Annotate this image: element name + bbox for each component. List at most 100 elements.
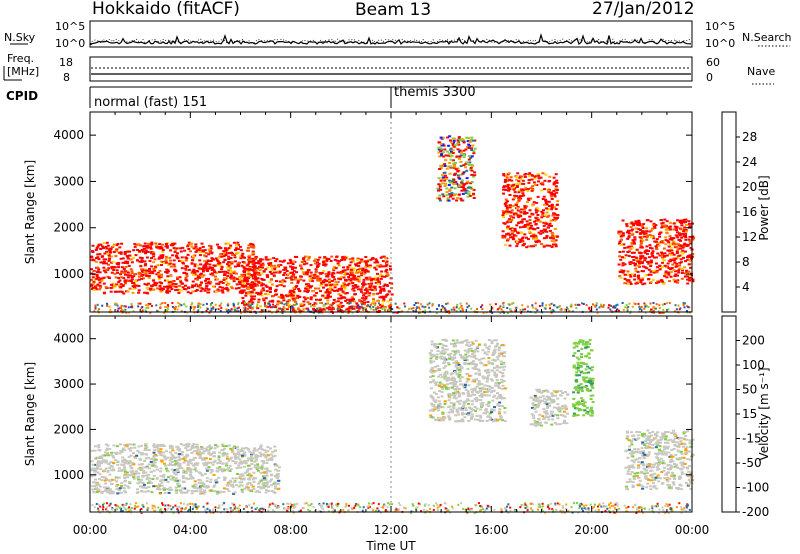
echo-cell — [470, 147, 474, 150]
echo-cell — [468, 304, 470, 307]
echo-cell — [464, 148, 468, 151]
echo-cell — [350, 270, 353, 273]
echo-cell — [355, 278, 359, 281]
echo-cell — [192, 306, 195, 309]
echo-cell — [186, 489, 190, 492]
echo-cell — [160, 460, 164, 463]
echo-cell — [158, 288, 162, 291]
echo-cell — [369, 284, 372, 287]
echo-cell — [322, 280, 326, 283]
echo-cell — [213, 459, 217, 462]
echo-cell — [180, 267, 184, 270]
echo-cell — [104, 443, 108, 446]
echo-cell — [310, 274, 314, 277]
echo-cell — [261, 485, 265, 488]
echo-cell — [335, 259, 339, 262]
echo-cell — [684, 238, 688, 241]
echo-cell — [215, 271, 219, 274]
echo-cell — [257, 482, 260, 485]
echo-cell — [509, 236, 513, 239]
echo-cell — [229, 257, 233, 259]
echo-cell — [662, 259, 666, 262]
echo-cell — [385, 268, 389, 271]
echo-cell — [532, 236, 536, 239]
echo-cell — [340, 287, 343, 290]
echo-cell — [214, 479, 217, 482]
echo-cell — [128, 274, 132, 277]
echo-cell — [106, 244, 110, 247]
echo-cell — [544, 202, 548, 205]
echo-cell — [137, 302, 140, 305]
echo-cell — [117, 262, 121, 264]
echo-cell — [285, 308, 289, 311]
echo-cell — [242, 270, 246, 273]
echo-cell — [440, 174, 444, 177]
echo-cell — [164, 243, 168, 245]
echo-cell — [531, 185, 535, 188]
echo-cell — [639, 251, 643, 254]
echo-cell — [504, 189, 508, 191]
echo-cell — [153, 461, 157, 464]
echo-cell — [227, 444, 231, 447]
echo-cell — [536, 309, 539, 312]
echo-cell — [181, 457, 185, 460]
echo-cell — [143, 460, 147, 462]
echo-cell — [286, 262, 290, 265]
echo-cell — [242, 460, 246, 463]
echo-cell — [158, 483, 161, 486]
echo-cell — [687, 274, 691, 277]
echo-cell — [256, 465, 260, 468]
echo-cell — [472, 152, 476, 155]
echo-cell — [143, 260, 147, 263]
echo-cell — [252, 267, 256, 270]
echo-cell — [186, 245, 190, 248]
echo-cell — [511, 205, 515, 208]
echo-cell — [674, 270, 677, 273]
echo-cell — [184, 256, 188, 259]
echo-cell — [331, 267, 335, 270]
echo-cell — [645, 245, 649, 248]
echo-cell — [442, 155, 446, 158]
echo-cell — [144, 453, 148, 456]
echo-cell — [460, 305, 463, 307]
echo-cell — [649, 229, 653, 232]
echo-cell — [386, 274, 390, 277]
echo-cell — [245, 307, 248, 310]
echo-cell — [255, 305, 258, 308]
echo-cell — [123, 262, 127, 264]
echo-cell — [325, 257, 329, 260]
echo-cell — [156, 287, 160, 290]
echo-cell — [681, 252, 685, 255]
echo-cell — [339, 304, 342, 307]
echo-cell — [312, 290, 315, 293]
echo-cell — [445, 176, 449, 179]
echo-cell — [687, 263, 691, 266]
echo-cell — [639, 231, 643, 234]
echo-cell — [502, 301, 505, 304]
echo-cell — [475, 414, 479, 417]
echo-cell — [189, 462, 193, 465]
echo-cell — [92, 282, 96, 285]
echo-cell — [684, 234, 687, 237]
echo-cell — [668, 280, 671, 283]
echo-cell — [235, 467, 239, 470]
echo-cell — [629, 311, 632, 314]
echo-cell — [252, 288, 256, 291]
echo-cell — [232, 278, 236, 281]
echo-cell — [272, 274, 276, 277]
echo-cell — [508, 227, 512, 230]
echo-cell — [203, 249, 207, 252]
echo-cell — [193, 306, 196, 309]
echo-cell — [519, 178, 523, 181]
echo-cell — [249, 242, 253, 245]
echo-cell — [171, 282, 175, 285]
echo-cell — [570, 305, 573, 308]
echo-cell — [334, 267, 338, 270]
echo-cell — [446, 198, 450, 200]
echo-cell — [105, 477, 108, 480]
echo-cell — [261, 283, 265, 286]
echo-cell — [129, 470, 133, 473]
echo-cell — [192, 464, 196, 467]
echo-cell — [349, 261, 353, 264]
echo-cell — [627, 232, 631, 235]
